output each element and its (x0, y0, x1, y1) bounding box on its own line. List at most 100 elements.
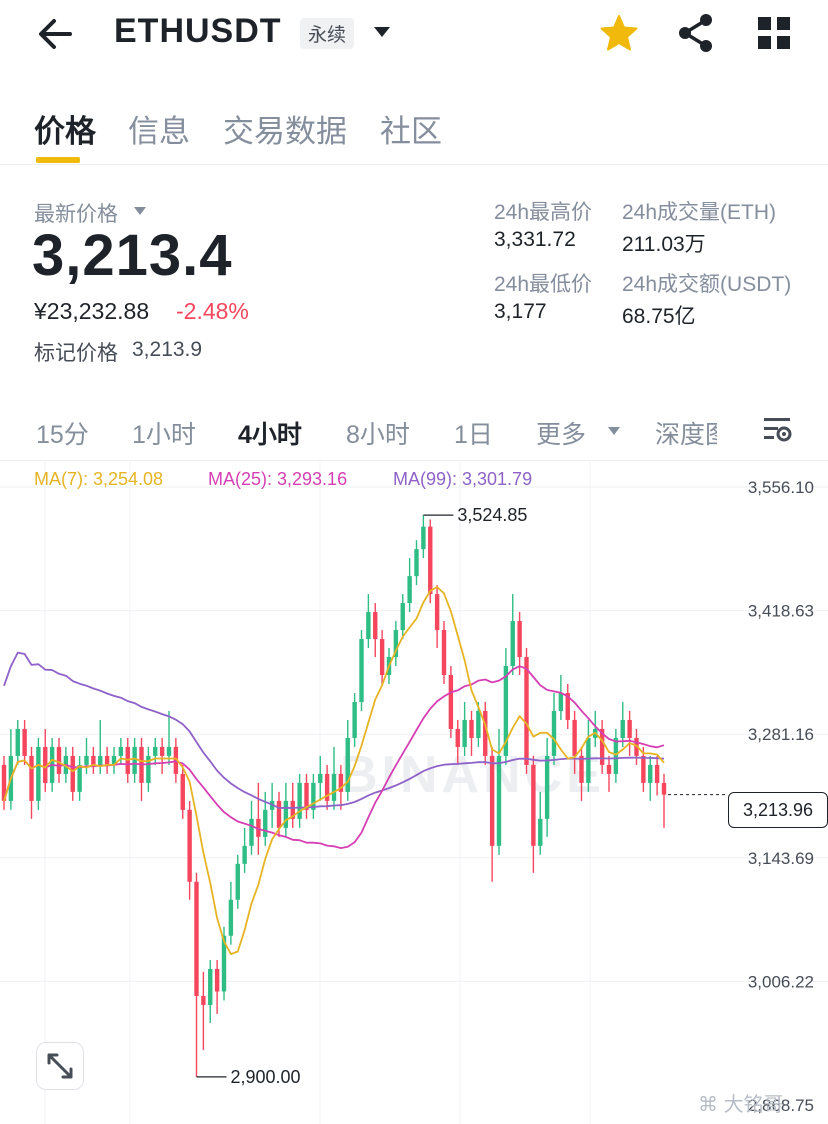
candle-body (43, 746, 48, 783)
ma99-line (3, 651, 665, 809)
high-callout-label: 3,524.85 (457, 505, 527, 525)
candle-body (517, 621, 522, 658)
candle-body (586, 737, 591, 783)
symbol-title[interactable]: ETHUSDT (114, 12, 282, 50)
candlestick-chart[interactable]: BINANCE 3,556.10 3,418.63 3,281.16 3,143.69… (0, 462, 828, 1124)
tab-info[interactable]: 信息 (128, 114, 190, 149)
candle-body (661, 782, 667, 795)
candle-body (565, 692, 570, 720)
share-icon (679, 14, 712, 52)
candle (283, 782, 289, 837)
chart-settings-button[interactable] (760, 414, 794, 444)
candle (15, 719, 20, 765)
candle (428, 519, 433, 604)
candle (613, 728, 619, 783)
layout-grid-button[interactable] (756, 14, 792, 52)
favorite-button[interactable] (598, 12, 640, 54)
candle (393, 621, 399, 667)
candle (256, 782, 261, 855)
candle-body (599, 728, 605, 765)
y-tick-label: 3,143.69 (748, 849, 814, 868)
candle (352, 692, 357, 747)
candle (187, 800, 192, 900)
candle (235, 854, 240, 909)
candle-body (249, 818, 254, 846)
share-button[interactable] (676, 12, 716, 54)
candle-body (407, 576, 412, 604)
candle-body (98, 755, 103, 765)
back-button[interactable] (34, 12, 78, 56)
candle-body (359, 639, 364, 702)
low-24h-value: 3,177 (494, 300, 547, 323)
candle (441, 621, 447, 684)
last-price: 3,213.4 (32, 223, 233, 288)
candle (180, 764, 185, 819)
price-change-percent: -2.48% (176, 298, 249, 324)
interval-more-dropdown[interactable] (606, 424, 622, 438)
candle-body (276, 800, 282, 828)
candle (56, 737, 62, 783)
candle (91, 746, 96, 774)
candle (448, 666, 454, 738)
interval-15m[interactable]: 15分 (36, 421, 89, 449)
candle-body (544, 755, 550, 819)
candle-body (159, 746, 165, 756)
candle-body (15, 728, 20, 756)
candle-body (304, 782, 309, 810)
candle (421, 515, 426, 559)
interval-1d[interactable]: 1日 (454, 421, 493, 449)
candle-body (29, 755, 34, 801)
interval-8h[interactable]: 8小时 (346, 421, 410, 449)
tab-divider (0, 164, 828, 165)
fullscreen-button[interactable] (36, 1042, 84, 1090)
candle-body (166, 746, 172, 756)
candle (70, 746, 75, 801)
candle-body (201, 995, 206, 1005)
mark-price-label: 标记价格 (34, 342, 118, 365)
candle (249, 800, 254, 855)
tab-trading-data[interactable]: 交易数据 (223, 114, 347, 149)
candle-body (538, 818, 543, 846)
tab-community[interactable]: 社区 (380, 114, 442, 149)
y-axis: 3,556.10 3,418.63 3,281.16 3,143.69 3,006.22… (748, 478, 814, 1115)
interval-1h[interactable]: 1小时 (132, 421, 196, 449)
candle-body (489, 755, 495, 846)
latest-price-label[interactable]: 最新价格 (34, 203, 118, 226)
ma25-legend: MA(25): 3,293.16 (208, 469, 348, 489)
turnover-24h-value: 68.75亿 (622, 305, 696, 328)
candle (544, 737, 550, 837)
candle (104, 746, 110, 774)
candle-body (373, 612, 378, 640)
candle (111, 746, 117, 774)
candle-body (579, 755, 584, 783)
callouts: 3,524.85 2,900.00 (196, 505, 728, 1087)
candle (469, 710, 474, 756)
interval-4h[interactable]: 4小时 (238, 421, 302, 449)
candle (139, 737, 144, 801)
tab-depth-chart[interactable]: 深度图 (655, 421, 717, 449)
candle-body (228, 899, 234, 936)
candle-body (36, 746, 41, 801)
candle-body (22, 728, 27, 756)
candle-body (1, 764, 7, 801)
candle (159, 737, 165, 774)
y-tick-label: 3,418.63 (748, 602, 814, 621)
interval-more[interactable]: 更多 (536, 421, 587, 449)
candle (648, 755, 653, 801)
current-price-tag: 3,213.96 (728, 792, 828, 828)
latest-price-dropdown[interactable] (132, 204, 148, 218)
candle (153, 737, 158, 765)
candle (510, 594, 515, 676)
candle-body (455, 728, 460, 747)
caret-down-icon (134, 207, 146, 215)
candle-body (91, 755, 96, 765)
tab-price[interactable]: 价格 (34, 114, 96, 149)
grid-icon (758, 17, 790, 49)
candle (524, 648, 529, 774)
symbol-dropdown-button[interactable] (372, 22, 392, 42)
candle-body (641, 755, 646, 783)
candle-body (606, 764, 612, 774)
high-24h-label: 24h最高价 (494, 201, 593, 224)
y-tick-label: 3,556.10 (748, 478, 814, 497)
candle-body (648, 764, 653, 783)
